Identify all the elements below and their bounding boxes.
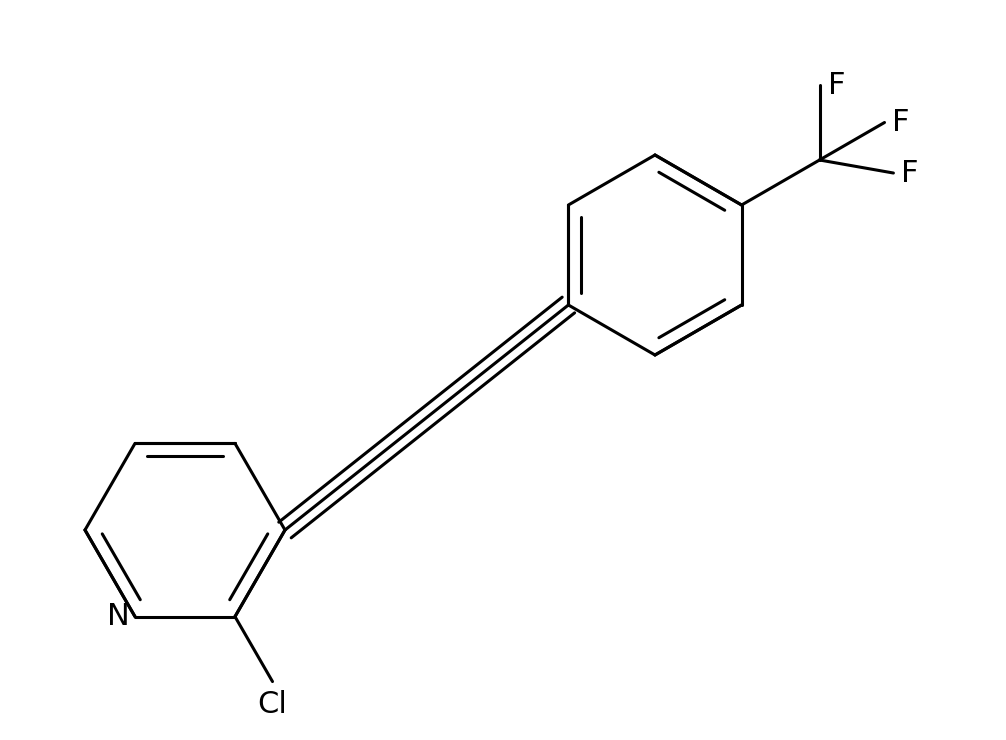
- Text: F: F: [828, 70, 845, 99]
- Text: Cl: Cl: [258, 690, 288, 719]
- Text: F: F: [892, 108, 910, 137]
- Text: F: F: [901, 158, 918, 187]
- Text: N: N: [108, 602, 130, 631]
